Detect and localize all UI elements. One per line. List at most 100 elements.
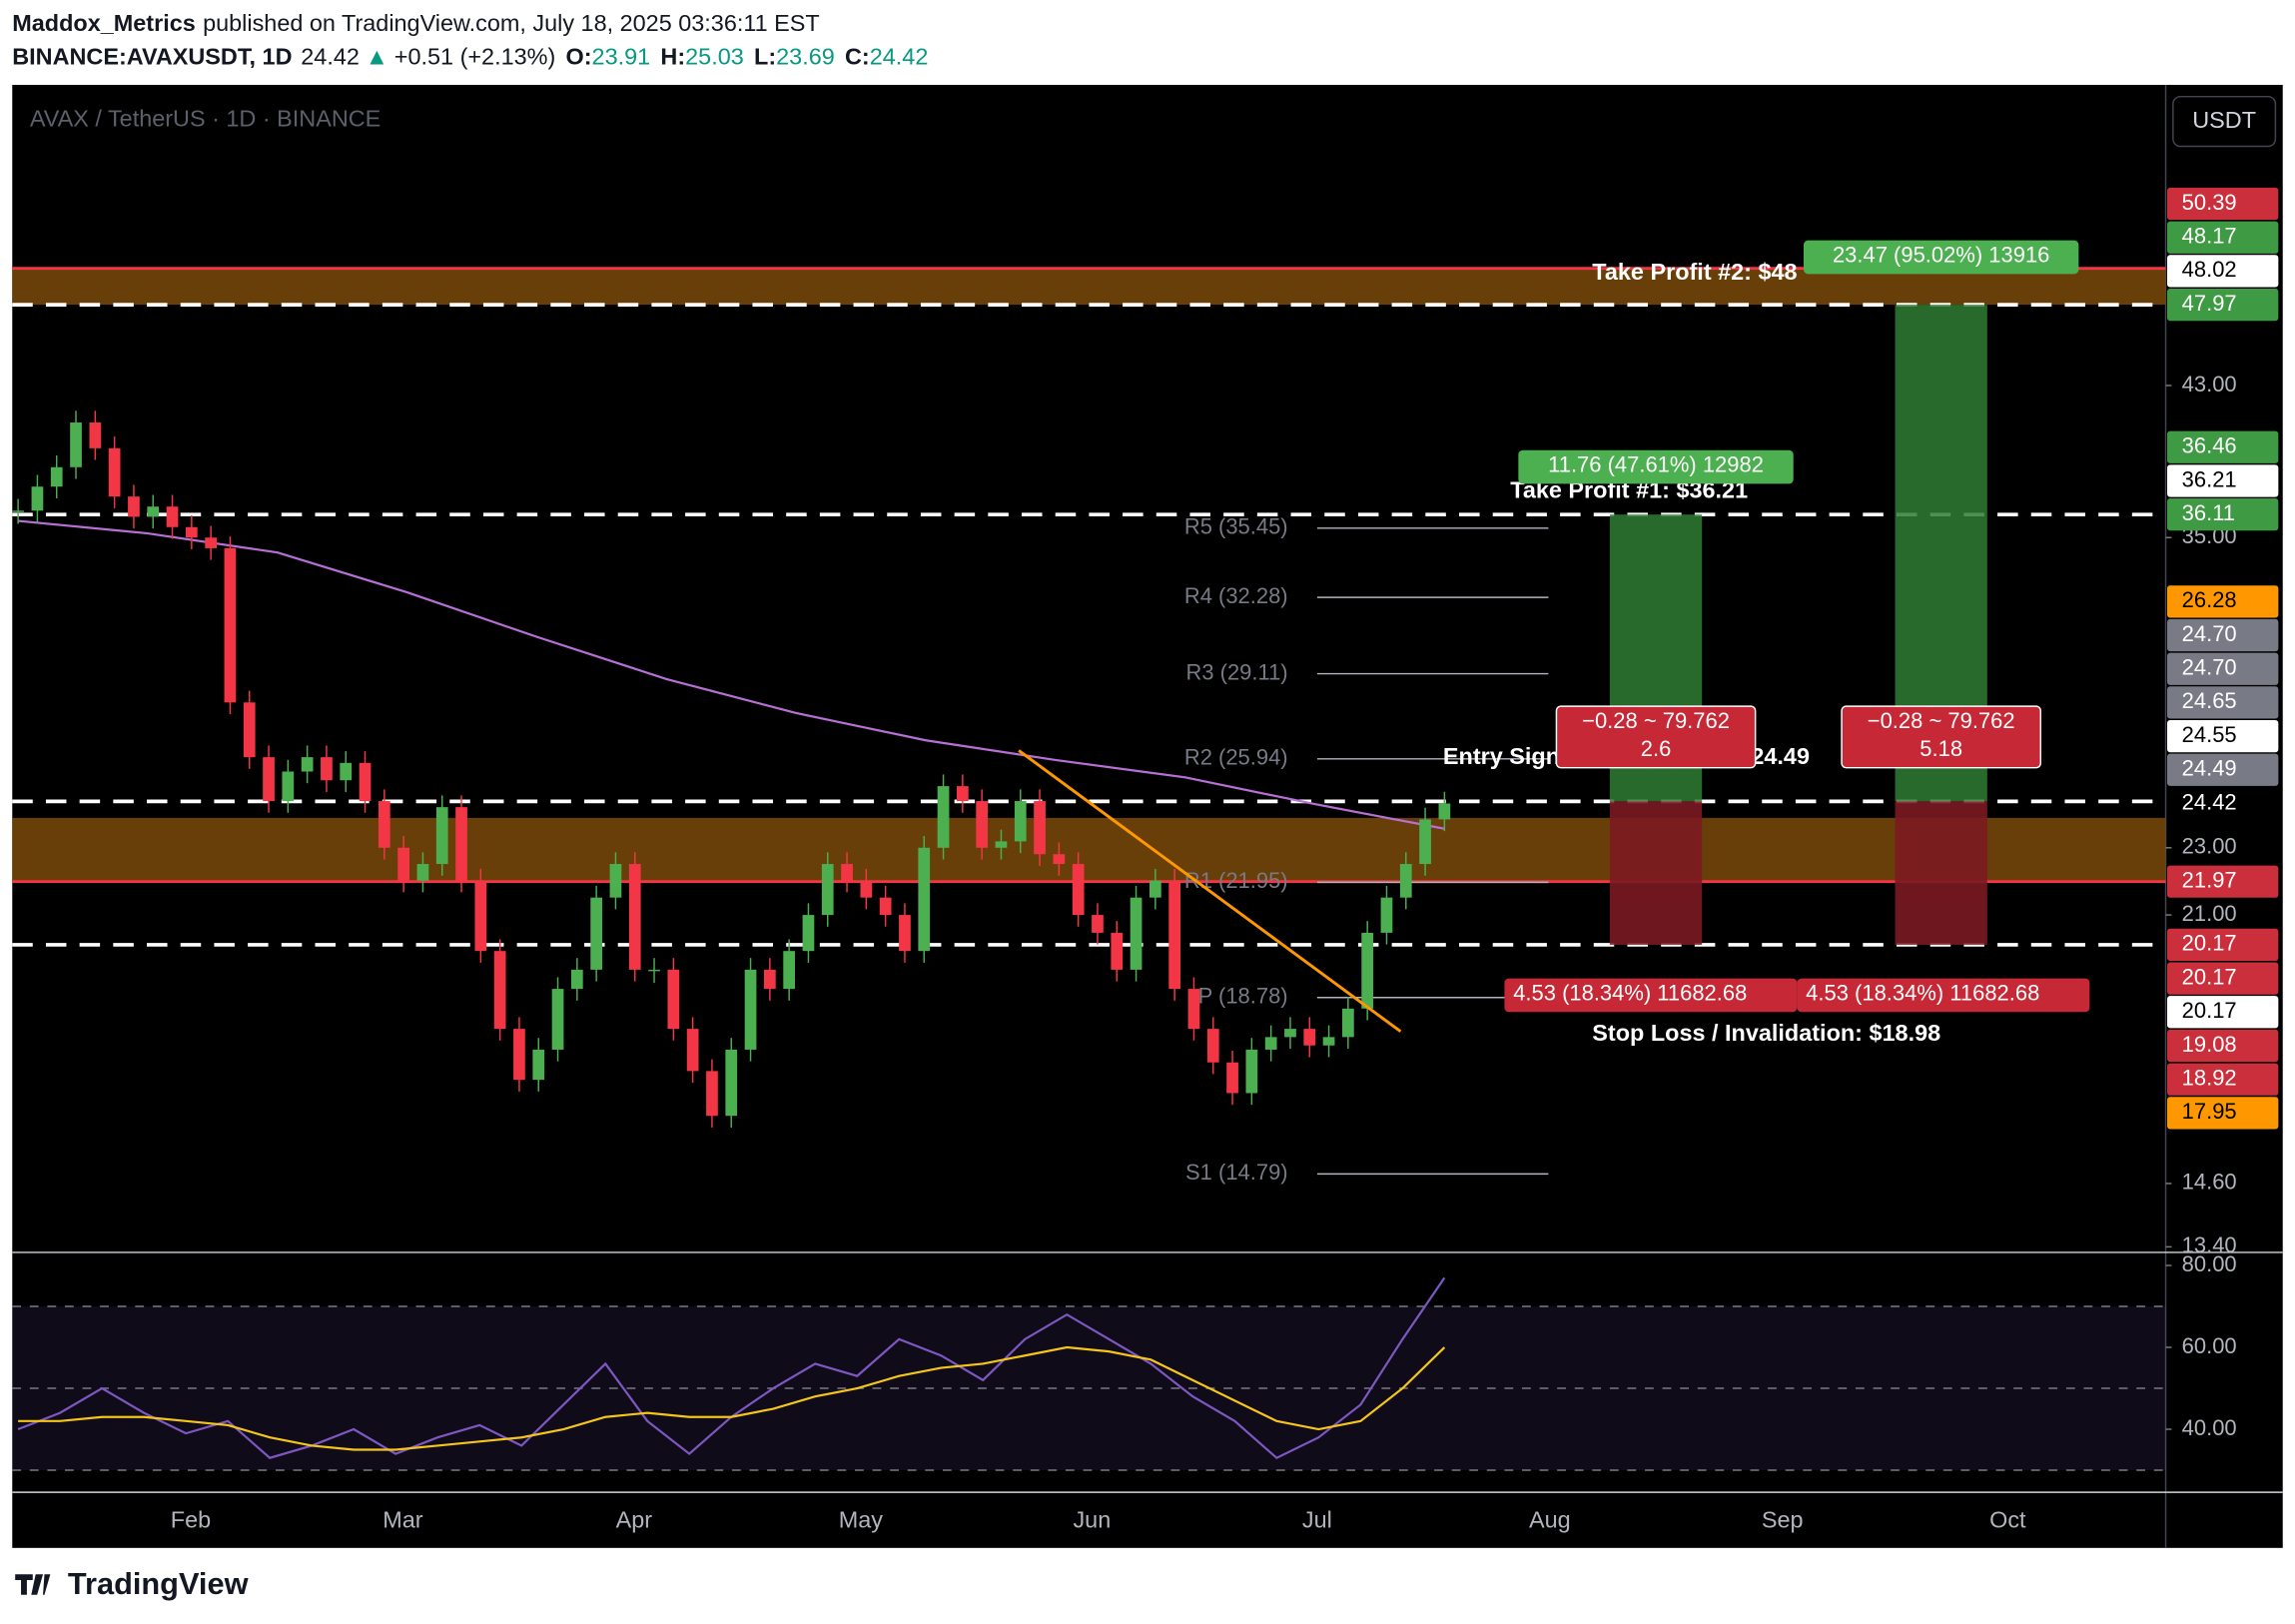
price-tag-label: 20.17	[2182, 964, 2237, 989]
candle-body	[147, 506, 160, 517]
price-tag-label: 24.70	[2182, 655, 2237, 680]
x-tick-label: Jun	[1073, 1507, 1111, 1533]
candle-body	[166, 506, 179, 527]
candle-body	[416, 864, 429, 881]
price-tag-label: 24.49	[2182, 756, 2237, 781]
candle-body	[1034, 801, 1046, 855]
candle-body	[359, 762, 372, 802]
author: Maddox_Metrics	[12, 10, 196, 36]
chart-title: AVAX / TetherUS · 1D · BINANCE	[30, 105, 381, 131]
pivot-label: R2 (25.94)	[1184, 745, 1288, 770]
candle-body	[1419, 819, 1431, 865]
candle-body	[513, 1029, 525, 1081]
y-tick-label: 21.00	[2182, 901, 2237, 926]
candle-body	[70, 422, 82, 467]
annotation: Take Profit #2: $48	[1592, 259, 1797, 285]
y-tick-label: 23.00	[2182, 834, 2237, 859]
candle-body	[108, 447, 121, 497]
candle-body	[1130, 897, 1143, 970]
price-tag	[2167, 187, 2279, 221]
currency-button[interactable]	[2172, 95, 2277, 148]
candle-body	[976, 801, 989, 848]
candle-body	[205, 537, 217, 548]
published: published on TradingView.com, July 18, 2…	[203, 10, 820, 36]
y-tick-label: 60.00	[2182, 1333, 2237, 1358]
entry-label: −0.28 ~ 79.762	[1582, 708, 1730, 733]
moving-average	[18, 519, 1445, 830]
candle-body	[667, 969, 680, 1030]
candle-body	[1322, 1037, 1335, 1046]
pivot-label: S1 (14.79)	[1185, 1160, 1288, 1185]
candle-body	[725, 1049, 738, 1117]
candle-body	[435, 807, 448, 865]
price-tag-label: 21.97	[2182, 867, 2237, 892]
candle-body	[860, 880, 873, 898]
y-tick-label: 43.00	[2182, 372, 2237, 397]
change: +0.51 (+2.13%)	[394, 44, 555, 70]
ohlc-value: 23.91	[592, 44, 651, 70]
price-tag-label: 20.17	[2182, 931, 2237, 956]
candle-body	[31, 486, 44, 511]
target-label: 11.76 (47.61%) 12982	[1548, 452, 1764, 477]
price-tag	[2167, 288, 2279, 322]
candle-body	[1264, 1037, 1277, 1050]
candle-body	[1148, 880, 1161, 898]
pivot-label: R1 (21.95)	[1184, 868, 1288, 893]
candle-body	[532, 1049, 545, 1081]
candle-body	[1342, 1008, 1354, 1038]
price-tag	[2167, 865, 2279, 898]
price-tag	[2167, 686, 2279, 719]
candle-body	[1399, 864, 1412, 898]
header-line: Maddox_Metrics published on TradingView.c…	[12, 10, 819, 36]
stop-label: 4.53 (18.34%) 11682.68	[1513, 981, 1747, 1006]
y-tick-label: 40.00	[2182, 1415, 2237, 1440]
price-tag	[2167, 928, 2279, 962]
price-tag-label: 19.08	[2182, 1032, 2237, 1057]
price-tag-label: 48.02	[2182, 257, 2237, 282]
price-tag	[2167, 464, 2279, 497]
x-tick-label: Feb	[171, 1507, 211, 1533]
candle-body	[1284, 1029, 1296, 1038]
candle-body	[128, 496, 140, 517]
candle-body	[224, 547, 237, 703]
candle-body	[321, 757, 333, 781]
y-tick-label: 13.40	[2182, 1232, 2237, 1257]
candle-body	[841, 864, 853, 881]
candle-body	[455, 807, 467, 881]
candle-body	[686, 1029, 699, 1072]
candle-body	[1053, 854, 1066, 865]
rsi-ma-line	[18, 1345, 1446, 1451]
candle-body	[1072, 864, 1085, 916]
candle-body	[340, 762, 353, 781]
candle-body	[493, 951, 506, 1030]
price-tag-label: 24.65	[2182, 688, 2237, 713]
price-tag-label: 24.55	[2182, 722, 2237, 747]
candle-body	[1361, 932, 1374, 1009]
pivot-label: R3 (29.11)	[1185, 659, 1287, 684]
ohlc-label: L:	[754, 44, 776, 70]
candle-body	[706, 1071, 718, 1117]
price-tag-label: 48.17	[2182, 224, 2237, 249]
x-tick-label: May	[839, 1507, 884, 1533]
ohlc-value: 23.69	[776, 44, 835, 70]
candle-body	[1226, 1062, 1238, 1094]
candle-body	[282, 771, 295, 802]
entry-label-bg	[1555, 705, 1757, 769]
price-tag	[2167, 1097, 2279, 1130]
candle-body	[1111, 932, 1124, 970]
x-tick-label: Apr	[616, 1507, 653, 1533]
price-tag-label: 26.28	[2182, 587, 2237, 612]
header-line: BINANCE:AVAXUSDT, 1D 24.42 ▲ +0.51 (+2.13%)…	[12, 44, 928, 70]
price-tag-label: 50.39	[2182, 190, 2237, 215]
candle-body	[1438, 803, 1451, 820]
price-tag	[2167, 652, 2279, 685]
y-tick-label: 80.00	[2182, 1251, 2237, 1276]
price-tag	[2167, 255, 2279, 288]
candle-body	[1168, 880, 1181, 990]
price-tag	[2167, 719, 2279, 753]
pivot-label: R5 (35.45)	[1184, 514, 1288, 539]
trendline	[1018, 749, 1402, 1033]
stop-label: 4.53 (18.34%) 11682.68	[1806, 981, 2039, 1006]
candle-body	[802, 915, 815, 952]
price-tag	[2167, 221, 2279, 254]
